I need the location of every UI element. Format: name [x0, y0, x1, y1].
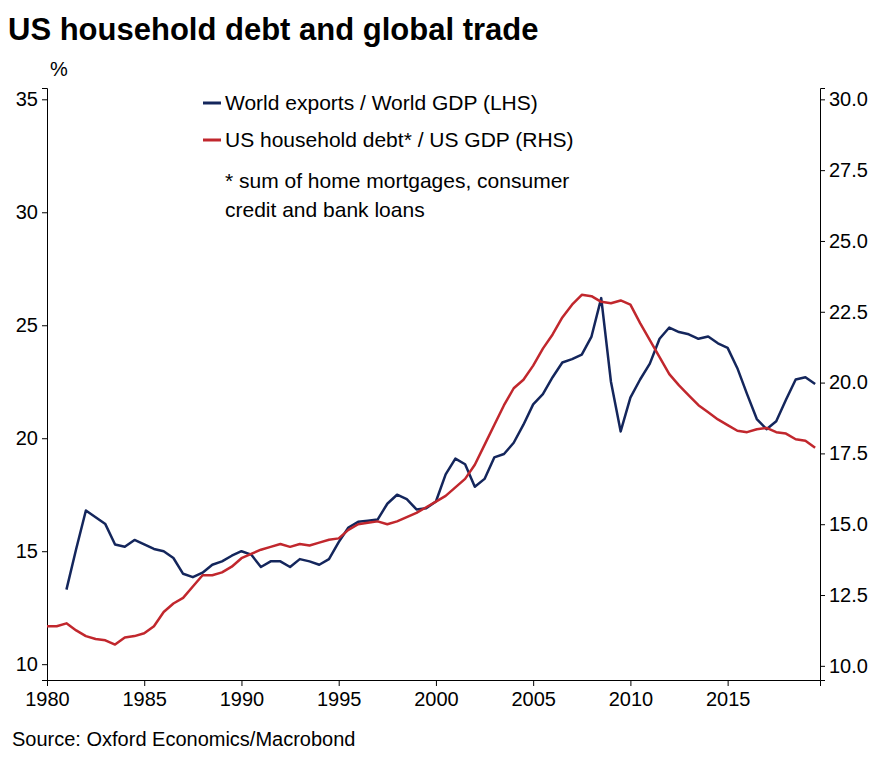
tick-label: 10: [16, 653, 38, 675]
tick: 2005: [511, 680, 556, 710]
y-axis-line: [42, 89, 48, 681]
tick-mark: [42, 551, 47, 552]
title: US household debt and global trade: [8, 12, 538, 47]
tick-mark: [42, 325, 47, 326]
x-axis: 1980 1985 1990 1995 2000 2005 2010 2015: [25, 680, 820, 710]
tick-label: 15: [16, 540, 38, 562]
tick-mark: [630, 680, 631, 686]
tick-mark: [144, 680, 145, 686]
tick-mark: [533, 680, 534, 686]
y-axis-label: %: [50, 58, 68, 80]
tick: 30: [16, 201, 47, 223]
tick: 27.5: [820, 159, 868, 181]
tick: 30.0: [820, 88, 868, 110]
tick-label: 30: [16, 201, 38, 223]
tick: 2010: [609, 680, 654, 710]
tick-label: 2010: [609, 688, 654, 710]
tick: 25.0: [820, 230, 868, 252]
tick-mark: [42, 438, 47, 439]
tick-mark: [820, 99, 825, 100]
tick: 25: [16, 314, 47, 336]
tick-label: 2015: [706, 688, 751, 710]
tick-label: 1985: [122, 688, 166, 710]
legend-swatch: [203, 102, 221, 105]
plot: 1980 1985 1990 1995 2000 2005 2010 2015 10 15 20 25…: [16, 88, 868, 710]
series-line: [47, 295, 815, 645]
tick: 10: [16, 653, 47, 675]
tick: 1985: [122, 680, 166, 710]
series-line: [66, 298, 815, 589]
tick-label: 20.0: [829, 371, 868, 393]
tick-label: 35: [16, 88, 38, 110]
y-axis: 10 15 20 25 30 35: [16, 88, 48, 680]
tick: 1990: [220, 680, 264, 710]
tick-label: 17.5: [829, 442, 868, 464]
tick-mark: [241, 680, 242, 686]
tick: 15: [16, 540, 47, 562]
tick-mark: [820, 453, 825, 454]
legend-swatch: [203, 139, 221, 142]
tick-mark: [820, 241, 825, 242]
x-axis-line: [48, 681, 821, 687]
tick: 17.5: [820, 442, 868, 464]
tick-label: 12.5: [829, 584, 868, 606]
legend-label: World exports / World GDP (LHS): [225, 91, 538, 114]
tick-label: 27.5: [829, 159, 868, 181]
tick: 12.5: [820, 584, 868, 606]
tick-label: 25.0: [829, 230, 868, 252]
tick-label: 2000: [414, 688, 459, 710]
y2-axis-line: [821, 89, 826, 681]
tick-label: 2005: [511, 688, 556, 710]
tick-label: 25: [16, 314, 38, 336]
tick-mark: [436, 680, 437, 686]
chart: US household debt and global trade%19801…: [0, 0, 890, 763]
legend: World exports / World GDP (LHS) US househ…: [203, 91, 574, 221]
y2-axis: 10.0 12.5 15.0 17.5 20.0 22.5 25.0 27.5 30.0: [820, 88, 868, 680]
tick-mark: [42, 99, 47, 100]
tick-label: 30.0: [829, 88, 868, 110]
tick: 1980: [25, 680, 70, 710]
legend-label: US household debt* / US GDP (RHS): [225, 128, 574, 151]
tick-label: 22.5: [829, 301, 868, 323]
tick-label: 1990: [220, 688, 264, 710]
tick-mark: [820, 595, 825, 596]
source: Source: Oxford Economics/Macrobond: [12, 728, 356, 750]
lines: [47, 295, 815, 645]
tick: 2015: [706, 680, 751, 710]
tick-mark: [820, 170, 825, 171]
tick-mark: [728, 680, 729, 686]
tick: 35: [16, 88, 47, 110]
note: * sum of home mortgages, consumer: [225, 169, 569, 192]
note: credit and bank loans: [225, 198, 425, 221]
tick: 22.5: [820, 301, 868, 323]
tick-mark: [42, 212, 47, 213]
tick-mark: [820, 524, 825, 525]
tick: 2000: [414, 680, 459, 710]
tick: 20: [16, 427, 47, 449]
tick-label: 20: [16, 427, 38, 449]
tick-mark: [339, 680, 340, 686]
tick: 10.0: [820, 655, 868, 677]
tick-label: 15.0: [829, 513, 868, 535]
tick: 20.0: [820, 371, 868, 393]
tick-label: 1995: [317, 688, 362, 710]
tick: 1995: [317, 680, 362, 710]
tick: 15.0: [820, 513, 868, 535]
tick-label: 1980: [25, 688, 70, 710]
tick-mark: [820, 312, 825, 313]
tick-mark: [42, 664, 47, 665]
tick-mark: [820, 666, 825, 667]
tick-mark: [820, 383, 825, 384]
tick-label: 10.0: [829, 655, 868, 677]
